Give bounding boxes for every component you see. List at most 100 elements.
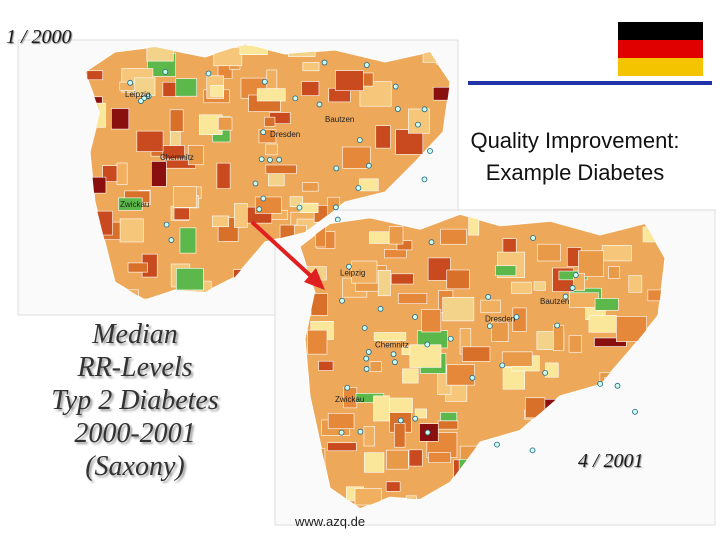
district [86, 70, 104, 81]
marker [357, 428, 364, 435]
marker [356, 137, 363, 143]
district [169, 109, 184, 132]
marker [363, 355, 370, 362]
marker [424, 341, 431, 348]
district [409, 344, 442, 368]
marker [361, 325, 368, 331]
district [127, 262, 148, 273]
city-label: Zwickau [335, 395, 364, 404]
marker [469, 374, 476, 381]
district [301, 81, 320, 96]
district [327, 412, 355, 430]
district [363, 426, 376, 447]
district [369, 231, 392, 244]
caption-line: Typ 2 Diabetes [51, 385, 219, 416]
district [265, 143, 278, 156]
marker [421, 106, 428, 113]
marker [355, 185, 362, 191]
url: www.azq.de [295, 514, 366, 529]
district [302, 182, 319, 192]
district [264, 116, 276, 127]
district [375, 125, 391, 149]
marker [412, 314, 418, 320]
district [390, 273, 414, 285]
marker [321, 59, 328, 66]
district [533, 281, 546, 291]
district [318, 360, 334, 371]
caption-line: Median [92, 319, 178, 350]
marker [346, 263, 352, 270]
district [552, 324, 565, 351]
district [407, 108, 430, 134]
district [377, 270, 391, 297]
date-start: 1 / 2000 [6, 26, 72, 48]
district [173, 186, 197, 208]
arrow-head [304, 268, 325, 290]
marker [485, 294, 492, 300]
district [578, 250, 604, 278]
district [468, 214, 480, 236]
district [480, 299, 501, 314]
district [307, 329, 328, 355]
district [111, 108, 130, 130]
marker [256, 206, 263, 213]
district [440, 228, 467, 245]
district [373, 332, 407, 341]
marker [390, 351, 397, 358]
city-label: Bautzen [540, 297, 569, 306]
district [119, 218, 144, 243]
title-line: Quality Improvement: [470, 128, 680, 153]
district [397, 293, 428, 305]
district [442, 296, 475, 322]
marker [267, 156, 273, 163]
marker [334, 216, 341, 223]
district [187, 145, 204, 166]
district [134, 298, 158, 300]
district [234, 203, 248, 228]
city-label: Leipzig [340, 268, 365, 277]
district [608, 266, 620, 279]
title-line: Example Diabetes [485, 160, 665, 185]
flag [618, 22, 703, 76]
caption-line: 2000-2001 [74, 418, 196, 449]
marker [332, 204, 339, 211]
district [502, 238, 517, 253]
district [402, 368, 419, 384]
district [427, 257, 451, 281]
district [594, 298, 619, 311]
marker [260, 129, 267, 136]
district [136, 130, 164, 152]
district [116, 162, 128, 185]
district [256, 88, 286, 102]
marker [424, 429, 431, 436]
district [594, 337, 627, 347]
district [446, 269, 470, 290]
district [266, 69, 278, 90]
district [428, 452, 451, 463]
district [437, 420, 459, 430]
district [354, 488, 382, 506]
city-label: Dresden [270, 130, 300, 139]
city-label: Zwickau [120, 200, 149, 209]
marker [597, 380, 604, 387]
district [491, 321, 509, 342]
district [386, 449, 409, 470]
district [265, 164, 297, 174]
marker [542, 369, 549, 376]
district [495, 265, 517, 276]
marker [163, 221, 170, 228]
marker [363, 366, 370, 372]
district [588, 315, 617, 333]
district [268, 173, 285, 187]
district [161, 145, 185, 160]
district [569, 292, 599, 308]
city-label: Leipzig [125, 90, 150, 99]
marker [392, 359, 398, 366]
district [216, 162, 231, 189]
district [461, 346, 491, 362]
marker [365, 162, 372, 169]
title: Quality Improvement: Example Diabetes [440, 125, 710, 189]
district [408, 449, 423, 467]
marker [252, 180, 259, 187]
